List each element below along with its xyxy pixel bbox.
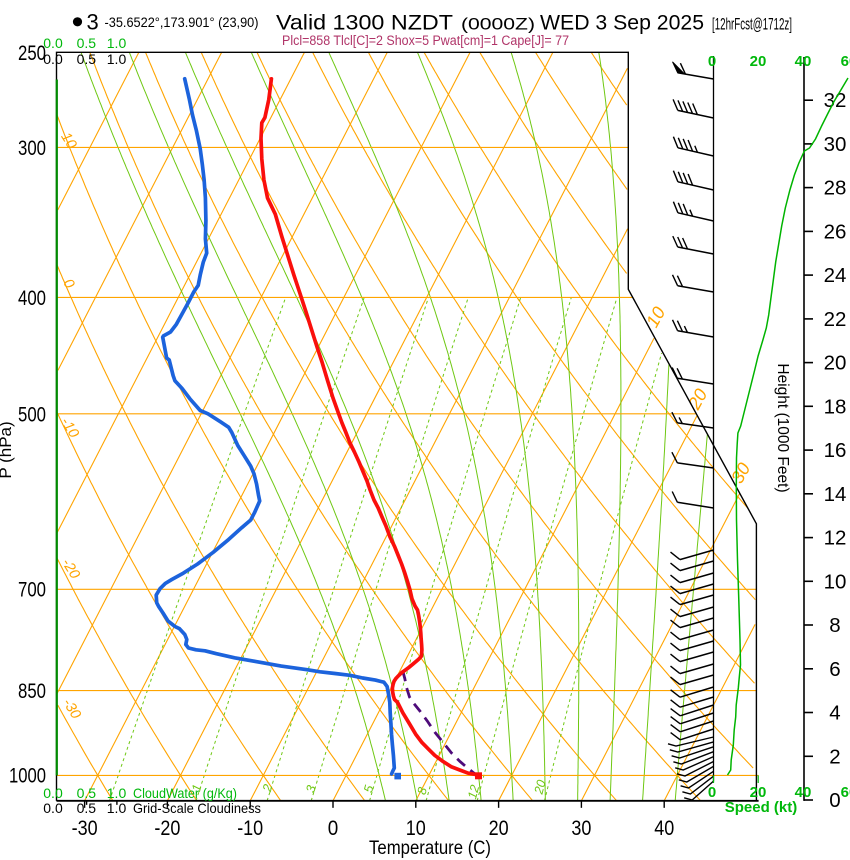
svg-text:250: 250: [18, 42, 46, 65]
svg-text:P (hPa): P (hPa): [0, 421, 15, 478]
svg-text:1.0: 1.0: [107, 800, 127, 816]
svg-text:0: 0: [708, 53, 716, 70]
svg-text:40: 40: [795, 784, 812, 801]
svg-text:500: 500: [18, 403, 46, 426]
svg-text:400: 400: [18, 287, 46, 310]
svg-text:[12hrFcst@1712z]: [12hrFcst@1712z]: [712, 15, 792, 34]
svg-text:40: 40: [654, 817, 674, 840]
svg-text:-35.6522°,173.901° (23,90): -35.6522°,173.901° (23,90): [105, 14, 259, 30]
svg-text:22: 22: [824, 308, 847, 331]
svg-text:1: 1: [189, 783, 204, 793]
svg-text:20: 20: [531, 778, 548, 796]
svg-text:WED 3 Sep 2025: WED 3 Sep 2025: [540, 12, 704, 35]
svg-text:4: 4: [829, 702, 840, 725]
svg-text:30: 30: [824, 133, 847, 156]
svg-text:1.0: 1.0: [107, 785, 127, 801]
svg-text:Speed (kt): Speed (kt): [725, 799, 798, 816]
svg-text:10: 10: [406, 817, 426, 840]
svg-text:8: 8: [415, 786, 430, 796]
svg-text:3: 3: [87, 10, 99, 35]
svg-text:60: 60: [841, 53, 850, 70]
svg-text:40: 40: [795, 53, 812, 70]
svg-text:CloudWater (g/Kg): CloudWater (g/Kg): [133, 785, 237, 801]
svg-text:10: 10: [824, 570, 847, 593]
svg-text:0.5: 0.5: [77, 800, 97, 816]
svg-text:8: 8: [829, 614, 840, 637]
svg-text:1000: 1000: [9, 764, 46, 787]
svg-text:0.0: 0.0: [43, 35, 63, 51]
svg-text:60: 60: [841, 784, 850, 801]
svg-text:-10: -10: [237, 817, 263, 840]
svg-text:12: 12: [824, 527, 847, 550]
svg-text:10: 10: [57, 130, 79, 152]
svg-text:20: 20: [489, 817, 509, 840]
svg-text:0.5: 0.5: [77, 51, 97, 67]
svg-text:-20: -20: [154, 817, 180, 840]
svg-text:14: 14: [824, 483, 847, 506]
svg-text:0: 0: [829, 789, 840, 812]
svg-text:Grid-Scale Cloudiness: Grid-Scale Cloudiness: [133, 800, 261, 816]
svg-text:0.0: 0.0: [43, 785, 63, 801]
svg-text:0: 0: [708, 784, 716, 801]
svg-text:0: 0: [328, 817, 339, 840]
svg-text:1.0: 1.0: [107, 51, 127, 67]
svg-text:300: 300: [18, 137, 46, 160]
svg-text:16: 16: [824, 439, 847, 462]
svg-text:1.0: 1.0: [107, 35, 127, 51]
svg-text:28: 28: [824, 177, 847, 200]
svg-text:12: 12: [465, 783, 482, 800]
svg-text:Valid 1300 NZDT: Valid 1300 NZDT: [276, 12, 453, 35]
svg-text:-30: -30: [72, 817, 98, 840]
svg-text:Height (1000 Feet): Height (1000 Feet): [774, 363, 791, 492]
svg-text:Plcl=858 Tlcl[C]=2 Shox=5 Pwat: Plcl=858 Tlcl[C]=2 Shox=5 Pwat[cm]=1 Cap…: [282, 33, 569, 48]
svg-text:26: 26: [824, 220, 847, 243]
svg-text:850: 850: [18, 680, 46, 703]
svg-text:24: 24: [824, 264, 847, 287]
svg-text:Temperature (C): Temperature (C): [369, 837, 491, 859]
svg-text:2: 2: [829, 745, 840, 768]
svg-text:30: 30: [571, 817, 591, 840]
svg-text:0.0: 0.0: [43, 800, 63, 816]
svg-text:700: 700: [18, 579, 46, 602]
svg-text:(0000Z): (0000Z): [461, 15, 535, 34]
svg-text:20: 20: [750, 53, 767, 70]
svg-text:3: 3: [303, 784, 318, 794]
svg-text:5: 5: [361, 784, 376, 794]
svg-text:20: 20: [750, 784, 767, 801]
svg-text:0.5: 0.5: [77, 785, 97, 801]
svg-text:6: 6: [829, 658, 840, 681]
svg-text:0.0: 0.0: [43, 51, 63, 67]
svg-text:18: 18: [824, 395, 847, 418]
svg-text:20: 20: [824, 352, 847, 375]
svg-text:2: 2: [260, 783, 276, 794]
svg-text:0.5: 0.5: [77, 35, 97, 51]
